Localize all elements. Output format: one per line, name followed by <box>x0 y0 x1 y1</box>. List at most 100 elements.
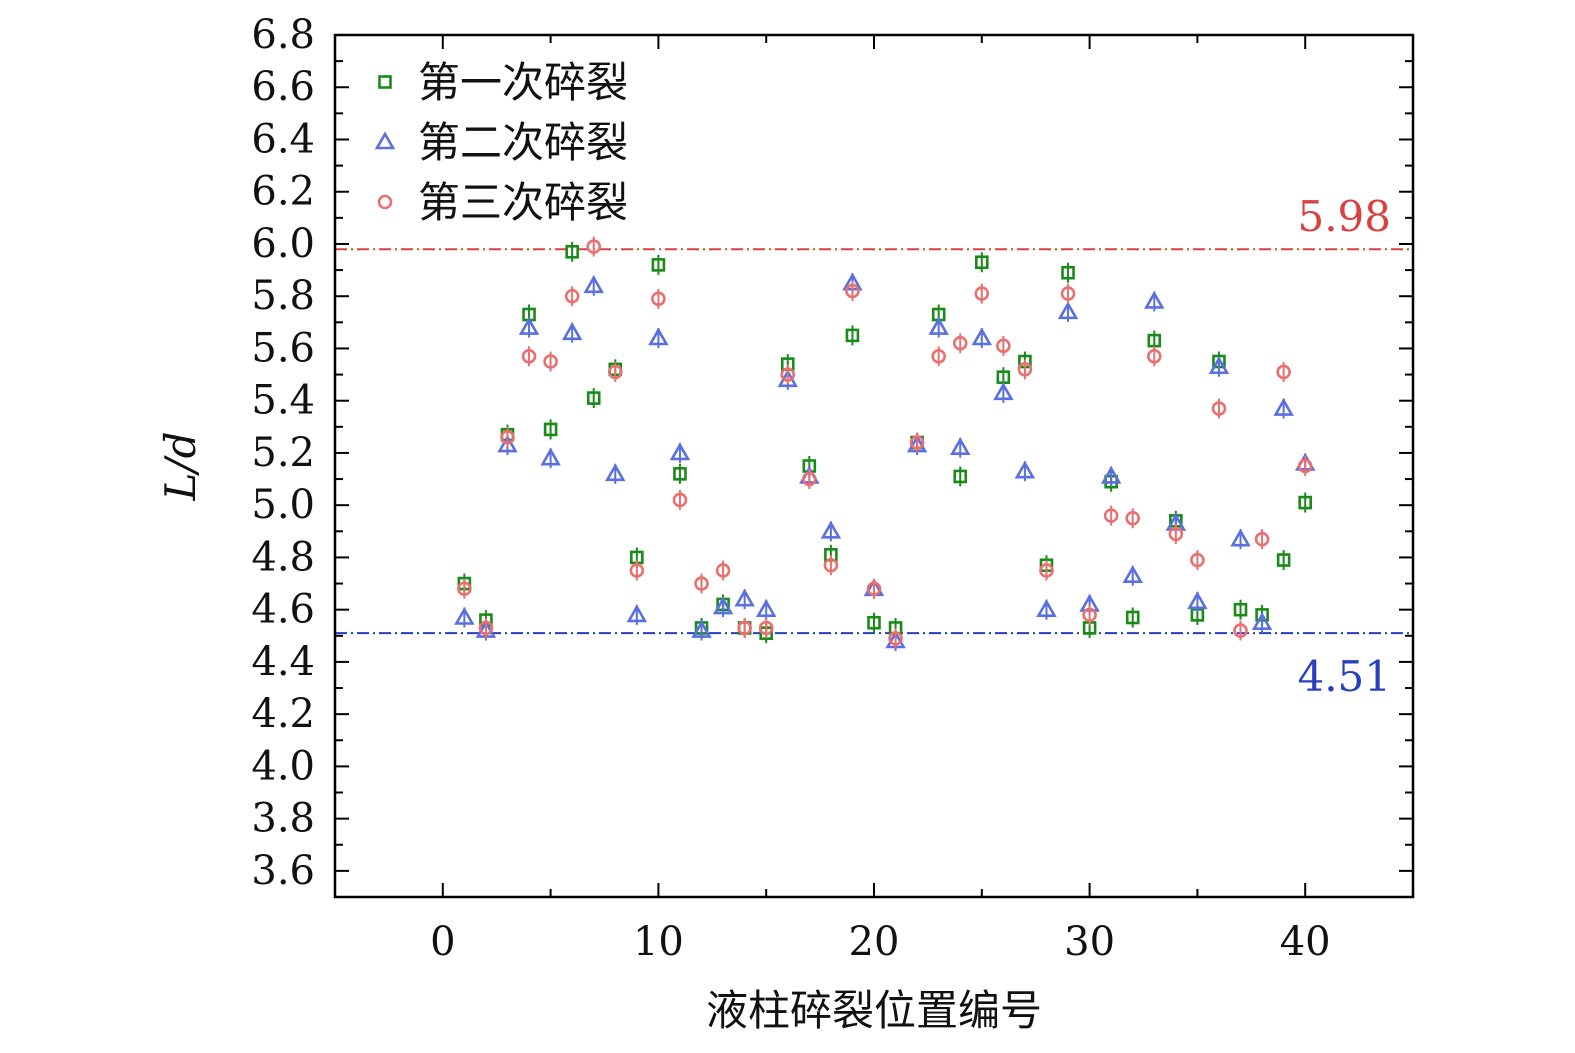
y-tick-label: 6.0 <box>251 221 315 267</box>
series-square <box>457 241 1312 644</box>
data-point <box>1297 458 1313 474</box>
legend-label: 第三次碎裂 <box>418 178 628 227</box>
y-tick-label: 4.8 <box>251 534 315 580</box>
data-point <box>1187 591 1208 610</box>
data-point <box>952 335 968 351</box>
data-point <box>1208 356 1230 375</box>
data-point <box>755 599 777 617</box>
data-point <box>1125 510 1141 526</box>
data-point <box>974 286 990 301</box>
data-point <box>1144 290 1165 309</box>
data-point <box>953 469 968 484</box>
data-point <box>1100 465 1122 484</box>
reference-lines: 5.98 4.51 <box>335 192 1413 701</box>
data-point <box>518 316 540 335</box>
axis-ticks: 3.6 3.8 4.0 4.2 4.4 4.6 4.8 5.0 5.2 5.4 5.6 5.8 6.0 6… <box>251 12 1413 965</box>
data-point <box>497 434 518 453</box>
data-point <box>1060 286 1076 301</box>
data-points <box>454 236 1316 652</box>
y-tick-label: 6.2 <box>251 169 315 215</box>
data-point <box>669 442 691 461</box>
data-point <box>845 283 860 299</box>
legend-label: 第二次碎裂 <box>418 118 628 167</box>
data-point <box>1273 397 1294 416</box>
data-point <box>1190 552 1205 568</box>
legend-marker <box>377 194 393 210</box>
y-tick-label: 4.4 <box>251 639 315 685</box>
data-point <box>931 348 946 364</box>
data-point <box>993 382 1014 401</box>
data-point <box>712 596 734 615</box>
data-point <box>1276 553 1291 567</box>
data-point <box>1039 563 1054 578</box>
data-point <box>651 291 666 307</box>
data-point <box>629 563 645 578</box>
x-tick-label: 30 <box>1064 919 1115 965</box>
x-tick-label: 40 <box>1280 919 1331 965</box>
data-point <box>1014 460 1036 479</box>
data-point <box>1276 364 1291 380</box>
data-point <box>888 631 903 646</box>
data-point <box>521 348 537 364</box>
data-point <box>1036 599 1057 617</box>
data-point <box>1298 495 1312 510</box>
data-point <box>867 615 881 630</box>
y-tick-label: 5.4 <box>251 378 315 424</box>
data-point <box>949 437 971 456</box>
data-point <box>715 563 731 578</box>
data-point <box>802 471 817 487</box>
series-circle <box>457 236 1313 649</box>
series-triangle <box>454 272 1316 652</box>
data-point <box>1233 602 1248 617</box>
x-tick-label: 0 <box>430 919 455 965</box>
data-point <box>737 620 752 636</box>
reference-line-label: 4.51 <box>1297 652 1391 701</box>
data-point <box>543 354 558 369</box>
data-point <box>478 620 494 636</box>
data-point <box>909 435 925 450</box>
data-point <box>651 258 666 272</box>
y-tick-label: 4.6 <box>251 587 315 633</box>
data-point <box>694 576 709 591</box>
data-point <box>605 463 626 482</box>
data-point <box>734 588 755 607</box>
data-point <box>1230 528 1251 547</box>
data-point <box>928 316 949 335</box>
x-axis-title: 液柱碎裂位置编号 <box>706 986 1042 1035</box>
y-tick-label: 5.2 <box>251 430 315 476</box>
y-tick-label: 5.0 <box>251 482 315 528</box>
y-tick-label: 6.4 <box>251 116 315 162</box>
y-tick-label: 4.0 <box>251 743 315 789</box>
data-point <box>1211 401 1227 416</box>
data-point <box>673 467 687 481</box>
data-point <box>1017 362 1033 377</box>
x-tick-label: 20 <box>849 919 900 965</box>
data-point <box>1103 508 1119 523</box>
data-point <box>500 429 515 445</box>
data-point <box>866 581 882 597</box>
data-point <box>543 422 558 437</box>
reference-line-label: 5.98 <box>1297 192 1391 241</box>
data-point <box>820 520 842 539</box>
data-point <box>457 581 472 597</box>
data-point <box>691 619 712 638</box>
data-point <box>758 620 774 636</box>
data-point <box>1254 531 1270 547</box>
data-point <box>1146 348 1162 364</box>
data-point <box>586 239 602 254</box>
y-tick-label: 4.2 <box>251 691 315 737</box>
data-point <box>1057 301 1079 320</box>
data-point <box>1125 610 1140 625</box>
data-point <box>823 557 839 573</box>
y-tick-label: 6.8 <box>251 12 315 58</box>
data-point <box>971 327 993 346</box>
data-point <box>1251 612 1273 631</box>
data-point <box>586 391 601 405</box>
data-point <box>540 447 561 466</box>
data-point <box>996 338 1011 354</box>
data-point <box>454 606 475 625</box>
data-point <box>564 288 580 304</box>
data-point <box>780 367 796 382</box>
